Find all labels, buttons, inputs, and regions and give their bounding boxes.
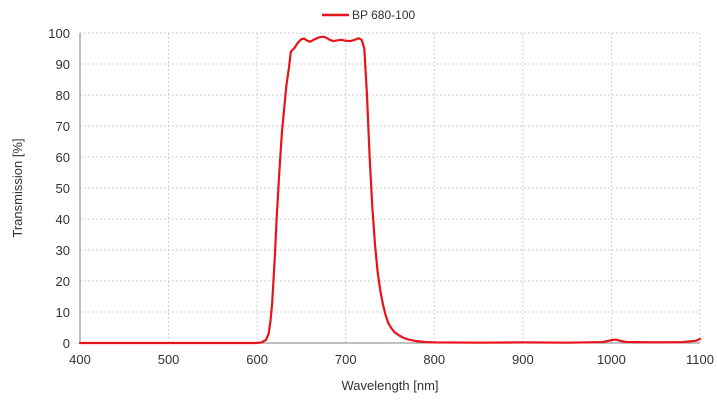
y-tick-label: 70 bbox=[56, 119, 70, 134]
y-tick-label: 100 bbox=[48, 26, 70, 41]
y-tick-label: 40 bbox=[56, 212, 70, 227]
y-tick-label: 90 bbox=[56, 57, 70, 72]
y-tick-label: 0 bbox=[63, 336, 70, 351]
series-line bbox=[78, 35, 702, 345]
y-axis-label: Transmission [%] bbox=[10, 138, 25, 237]
y-tick-label: 80 bbox=[56, 88, 70, 103]
x-tick-label: 1000 bbox=[597, 352, 626, 367]
x-tick-label: 500 bbox=[158, 352, 180, 367]
x-tick-label: 1100 bbox=[686, 352, 714, 367]
x-tick-label: 900 bbox=[512, 352, 534, 367]
series-layer bbox=[78, 35, 702, 345]
y-tick-labels: 0 10 20 30 40 50 60 70 80 90 100 bbox=[48, 26, 70, 351]
y-tick-label: 50 bbox=[56, 181, 70, 196]
grid bbox=[80, 32, 701, 343]
y-tick-label: 10 bbox=[56, 305, 70, 320]
legend-label: BP 680-100 bbox=[352, 8, 415, 22]
x-tick-label: 800 bbox=[423, 352, 445, 367]
x-axis-label: Wavelength [nm] bbox=[341, 378, 438, 393]
x-tick-labels: 400 500 600 700 800 900 1000 1100 bbox=[69, 352, 714, 367]
x-tick-label: 400 bbox=[69, 352, 91, 367]
legend: BP 680-100 bbox=[322, 8, 415, 22]
y-tick-label: 20 bbox=[56, 274, 70, 289]
y-tick-label: 30 bbox=[56, 243, 70, 258]
x-tick-label: 600 bbox=[246, 352, 268, 367]
x-tick-label: 700 bbox=[335, 352, 357, 367]
y-tick-label: 60 bbox=[56, 150, 70, 165]
